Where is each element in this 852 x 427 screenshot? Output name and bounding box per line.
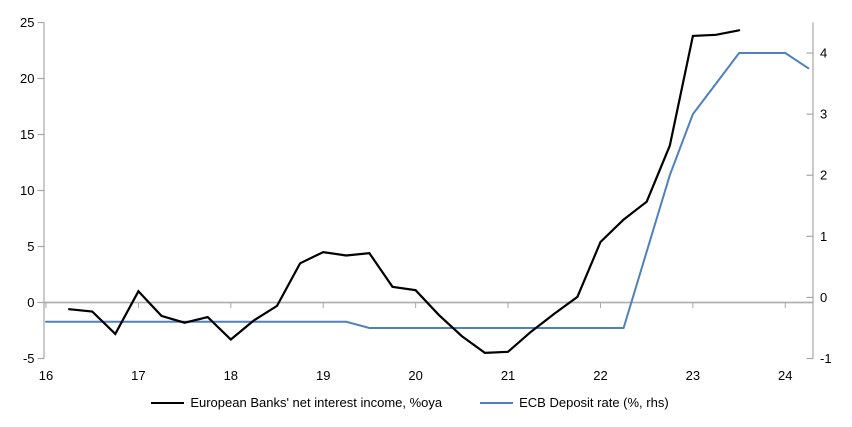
legend-item-ecb-deposit-rate: ECB Deposit rate (%, rhs) [480, 395, 669, 410]
left-axis-tick-label: -5 [23, 351, 35, 366]
left-axis-tick-label: 10 [20, 183, 34, 198]
x-axis-tick-label: 23 [686, 368, 700, 383]
left-axis-tick-label: 20 [20, 71, 34, 86]
right-axis-tick-label: -1 [820, 351, 832, 366]
left-axis-tick-label: 15 [20, 127, 34, 142]
legend-line-sample-blue [480, 401, 514, 404]
legend-item-net-interest-income: European Banks' net interest income, %oy… [151, 395, 442, 410]
left-axis-tick-label: 25 [20, 15, 34, 30]
x-axis-tick-label: 17 [131, 368, 145, 383]
left-axis-tick-label: 0 [27, 295, 34, 310]
legend-line-sample-black [151, 401, 185, 404]
legend-label: European Banks' net interest income, %oy… [190, 395, 443, 410]
right-axis-tick-label: 3 [820, 107, 827, 122]
right-axis-tick-label: 4 [820, 46, 827, 61]
x-axis-tick-label: 22 [593, 368, 607, 383]
x-axis-tick-label: 16 [39, 368, 53, 383]
x-axis-tick-label: 18 [224, 368, 238, 383]
x-axis-tick-label: 21 [501, 368, 515, 383]
right-axis-tick-label: 2 [820, 168, 827, 183]
left-axis-tick-label: 5 [27, 239, 34, 254]
x-axis-tick-label: 20 [408, 368, 422, 383]
right-axis-tick-label: 0 [820, 290, 827, 305]
series-line-net-interest-income [67, 29, 741, 355]
legend-label: ECB Deposit rate (%, rhs) [519, 395, 669, 410]
x-axis-tick-label: 19 [316, 368, 330, 383]
x-axis-tick-label: 24 [778, 368, 792, 383]
chart-legend: European Banks' net interest income, %oy… [0, 395, 836, 410]
right-axis-tick-label: 1 [820, 229, 827, 244]
series-line-ecb-deposit-rate [45, 52, 810, 329]
